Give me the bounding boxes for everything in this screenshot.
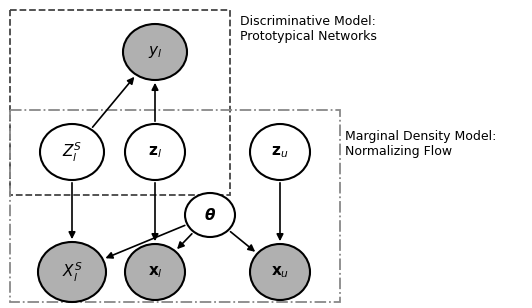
Ellipse shape — [185, 193, 235, 237]
Text: $y_l$: $y_l$ — [148, 44, 162, 60]
Text: $X_l^S$: $X_l^S$ — [62, 260, 82, 284]
Text: $Z_l^S$: $Z_l^S$ — [62, 140, 82, 164]
Ellipse shape — [250, 124, 310, 180]
Text: Discriminative Model:
Prototypical Networks: Discriminative Model: Prototypical Netwo… — [240, 15, 377, 43]
Text: $\mathbf{z}_u$: $\mathbf{z}_u$ — [271, 144, 289, 160]
Text: $\mathbf{z}_l$: $\mathbf{z}_l$ — [148, 144, 162, 160]
Ellipse shape — [125, 124, 185, 180]
Bar — [10, 10, 230, 195]
Bar — [10, 110, 340, 302]
Ellipse shape — [38, 242, 106, 302]
Ellipse shape — [123, 24, 187, 80]
Text: $\mathbf{x}_l$: $\mathbf{x}_l$ — [147, 264, 162, 280]
Text: Marginal Density Model:
Normalizing Flow: Marginal Density Model: Normalizing Flow — [345, 130, 496, 158]
Ellipse shape — [40, 124, 104, 180]
Ellipse shape — [125, 244, 185, 300]
Text: $\boldsymbol{\theta}$: $\boldsymbol{\theta}$ — [204, 207, 216, 223]
Ellipse shape — [250, 244, 310, 300]
Text: $\mathbf{x}_u$: $\mathbf{x}_u$ — [271, 264, 289, 280]
